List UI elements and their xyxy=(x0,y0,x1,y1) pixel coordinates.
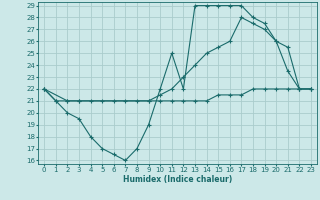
X-axis label: Humidex (Indice chaleur): Humidex (Indice chaleur) xyxy=(123,175,232,184)
